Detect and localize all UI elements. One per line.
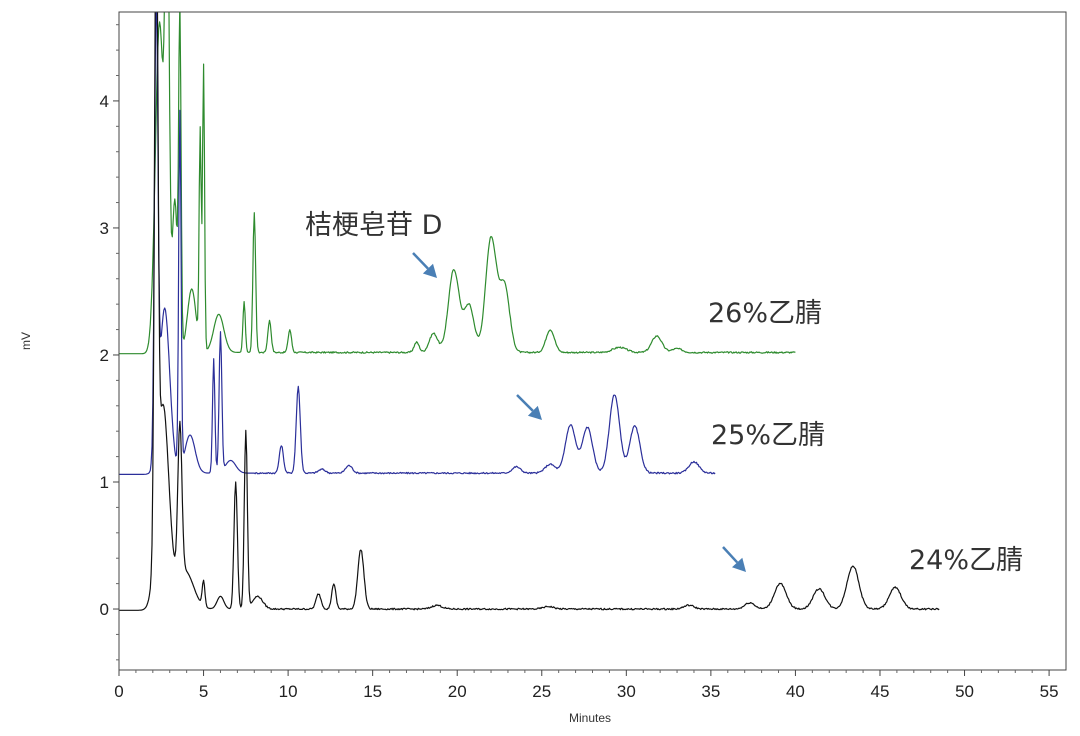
y-tick-label: 0 — [100, 600, 109, 619]
x-tick-label: 5 — [199, 682, 208, 701]
y-tick-label: 3 — [100, 219, 109, 238]
annotation-platycodin-d: 桔梗皂苷 D — [305, 210, 442, 241]
series-line-2 — [119, 12, 940, 611]
x-tick-label: 20 — [448, 682, 467, 701]
x-tick-label: 45 — [871, 682, 890, 701]
y-axis-title: mV — [19, 332, 33, 350]
x-tick-label: 15 — [363, 682, 382, 701]
y-tick-label: 4 — [100, 92, 109, 111]
x-tick-label: 55 — [1040, 682, 1059, 701]
annotation-layer: 桔梗皂苷 D 26%乙腈 25%乙腈 24%乙腈 — [305, 210, 1023, 576]
x-tick-label: 0 — [114, 682, 123, 701]
x-tick-label: 30 — [617, 682, 636, 701]
arrow-head-2 — [732, 557, 746, 572]
axes-layer: 0 5 10 15 20 25 30 35 40 45 50 55 0 1 2 3 4 — [100, 24, 1059, 701]
arrow-head-1 — [527, 405, 542, 420]
label-26-acetonitrile: 26%乙腈 — [708, 298, 822, 329]
arrow-shaft-1 — [516, 394, 534, 412]
label-24-acetonitrile: 24%乙腈 — [909, 545, 1023, 576]
arrow-head-0 — [422, 263, 437, 278]
series-line-0 — [119, 12, 796, 355]
x-tick-label: 40 — [786, 682, 805, 701]
arrow-shaft-2 — [722, 546, 739, 564]
y-tick-label: 1 — [100, 473, 109, 492]
label-25-acetonitrile: 25%乙腈 — [711, 420, 825, 451]
series-line-1 — [119, 12, 716, 475]
series-layer — [119, 12, 940, 611]
x-tick-label: 10 — [279, 682, 298, 701]
x-axis-title: Minutes — [569, 711, 611, 725]
arrow-shaft-0 — [412, 252, 429, 270]
y-tick-label: 2 — [100, 346, 109, 365]
x-tick-label: 50 — [955, 682, 974, 701]
x-tick-label: 35 — [701, 682, 720, 701]
x-tick-label: 25 — [532, 682, 551, 701]
